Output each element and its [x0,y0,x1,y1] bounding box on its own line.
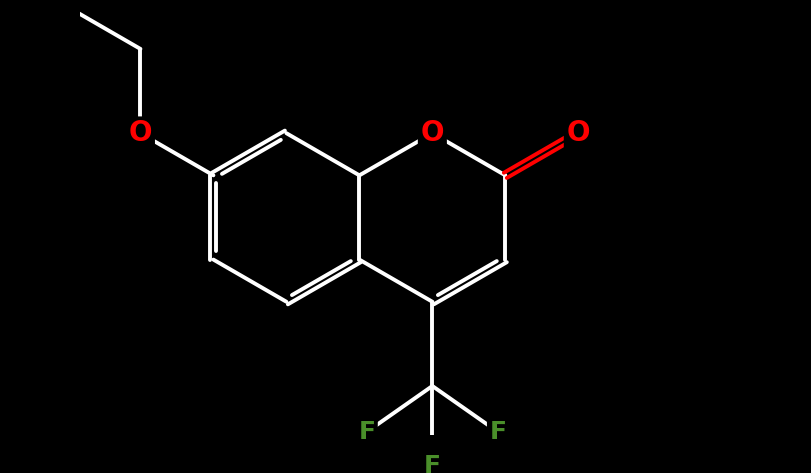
Text: F: F [358,420,375,444]
Text: O: O [128,119,152,147]
Text: O: O [420,119,444,147]
Text: O: O [566,119,590,147]
Text: F: F [489,420,506,444]
Text: F: F [423,454,440,473]
